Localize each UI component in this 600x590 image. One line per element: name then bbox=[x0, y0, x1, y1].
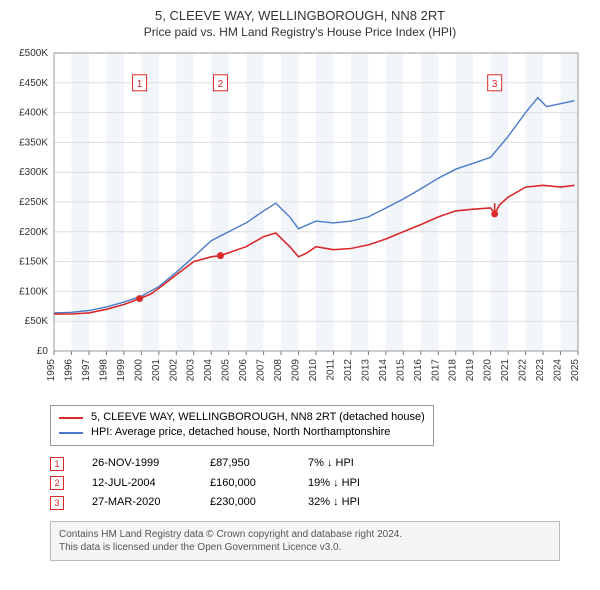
chart-container: 5, CLEEVE WAY, WELLINGBOROUGH, NN8 2RT P… bbox=[0, 0, 600, 571]
svg-text:3: 3 bbox=[492, 79, 498, 90]
svg-text:2018: 2018 bbox=[448, 359, 459, 382]
svg-text:£100K: £100K bbox=[19, 286, 48, 297]
legend-item: 5, CLEEVE WAY, WELLINGBOROUGH, NN8 2RT (… bbox=[59, 410, 425, 425]
svg-text:2017: 2017 bbox=[430, 359, 441, 382]
sale-marker: 1 bbox=[50, 457, 64, 471]
footer-line: Contains HM Land Registry data © Crown c… bbox=[59, 528, 551, 541]
svg-text:1996: 1996 bbox=[63, 359, 74, 382]
legend-swatch bbox=[59, 417, 83, 419]
svg-text:2005: 2005 bbox=[221, 359, 232, 382]
svg-text:2010: 2010 bbox=[308, 359, 319, 382]
legend-swatch bbox=[59, 432, 83, 434]
svg-text:2011: 2011 bbox=[325, 359, 336, 381]
chart-subtitle: Price paid vs. HM Land Registry's House … bbox=[10, 25, 590, 39]
svg-text:2019: 2019 bbox=[465, 359, 476, 382]
svg-text:2025: 2025 bbox=[570, 359, 581, 382]
svg-text:2016: 2016 bbox=[413, 359, 424, 382]
legend-label: 5, CLEEVE WAY, WELLINGBOROUGH, NN8 2RT (… bbox=[91, 410, 425, 425]
sale-marker: 2 bbox=[50, 476, 64, 490]
svg-text:£300K: £300K bbox=[19, 167, 48, 178]
svg-text:1997: 1997 bbox=[81, 359, 92, 382]
svg-text:2014: 2014 bbox=[378, 359, 389, 382]
svg-text:£150K: £150K bbox=[19, 257, 48, 268]
sale-diff: 7% ↓ HPI bbox=[308, 454, 388, 474]
svg-text:2023: 2023 bbox=[535, 359, 546, 382]
svg-text:2009: 2009 bbox=[291, 359, 302, 382]
svg-text:£500K: £500K bbox=[19, 48, 48, 59]
sale-date: 26-NOV-1999 bbox=[92, 454, 182, 474]
sale-diff: 19% ↓ HPI bbox=[308, 474, 388, 494]
sale-row: 3 27-MAR-2020 £230,000 32% ↓ HPI bbox=[50, 493, 590, 513]
legend: 5, CLEEVE WAY, WELLINGBOROUGH, NN8 2RT (… bbox=[50, 405, 434, 446]
sale-price: £160,000 bbox=[210, 474, 280, 494]
svg-text:£50K: £50K bbox=[25, 316, 49, 327]
footer: Contains HM Land Registry data © Crown c… bbox=[50, 521, 560, 561]
sale-date: 12-JUL-2004 bbox=[92, 474, 182, 494]
svg-text:2022: 2022 bbox=[518, 359, 529, 382]
svg-text:2012: 2012 bbox=[343, 359, 354, 382]
chart-plot: £0 £50K £100K £150K £200K £250K £300K £350K £400… bbox=[10, 47, 588, 397]
svg-text:2021: 2021 bbox=[500, 359, 511, 382]
sale-price: £87,950 bbox=[210, 454, 280, 474]
svg-text:£250K: £250K bbox=[19, 197, 48, 208]
svg-text:£450K: £450K bbox=[19, 78, 48, 89]
sale-diff: 32% ↓ HPI bbox=[308, 493, 388, 513]
svg-text:1999: 1999 bbox=[116, 359, 127, 382]
svg-text:2007: 2007 bbox=[256, 359, 267, 382]
sale-row: 2 12-JUL-2004 £160,000 19% ↓ HPI bbox=[50, 474, 590, 494]
svg-text:2024: 2024 bbox=[553, 359, 564, 382]
sales-table: 1 26-NOV-1999 £87,950 7% ↓ HPI 2 12-JUL-… bbox=[50, 454, 590, 513]
sale-marker: 3 bbox=[50, 496, 64, 510]
svg-text:1995: 1995 bbox=[46, 359, 57, 382]
svg-text:2003: 2003 bbox=[186, 359, 197, 382]
svg-text:2020: 2020 bbox=[483, 359, 494, 382]
svg-text:£0: £0 bbox=[37, 346, 49, 357]
svg-text:2004: 2004 bbox=[203, 359, 214, 382]
svg-text:£350K: £350K bbox=[19, 137, 48, 148]
svg-text:2002: 2002 bbox=[168, 359, 179, 382]
chart-title: 5, CLEEVE WAY, WELLINGBOROUGH, NN8 2RT bbox=[10, 8, 590, 23]
svg-text:2006: 2006 bbox=[238, 359, 249, 382]
legend-label: HPI: Average price, detached house, Nort… bbox=[91, 425, 390, 440]
svg-text:2000: 2000 bbox=[133, 359, 144, 382]
footer-line: This data is licensed under the Open Gov… bbox=[59, 541, 551, 554]
svg-text:1: 1 bbox=[137, 79, 143, 90]
sale-date: 27-MAR-2020 bbox=[92, 493, 182, 513]
svg-text:1998: 1998 bbox=[98, 359, 109, 382]
sale-price: £230,000 bbox=[210, 493, 280, 513]
svg-text:2013: 2013 bbox=[360, 359, 371, 382]
svg-text:2: 2 bbox=[218, 79, 224, 90]
svg-text:£200K: £200K bbox=[19, 227, 48, 238]
svg-text:2001: 2001 bbox=[151, 359, 162, 382]
sale-row: 1 26-NOV-1999 £87,950 7% ↓ HPI bbox=[50, 454, 590, 474]
svg-text:£400K: £400K bbox=[19, 108, 48, 119]
svg-text:2015: 2015 bbox=[395, 359, 406, 382]
svg-text:2008: 2008 bbox=[273, 359, 284, 382]
legend-item: HPI: Average price, detached house, Nort… bbox=[59, 425, 425, 440]
